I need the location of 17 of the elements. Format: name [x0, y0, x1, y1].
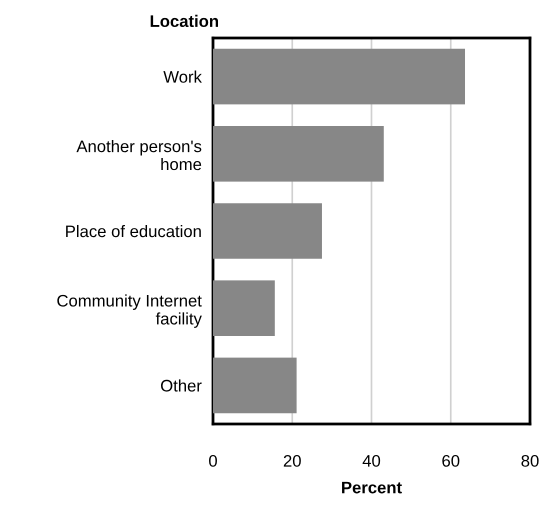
y-tick-label: Another person's home [76, 140, 202, 170]
y-tick-label: Place of education [66, 224, 201, 238]
bar [213, 203, 322, 259]
x-tick-label: 40 [362, 454, 380, 467]
x-tick-label: 60 [442, 454, 460, 467]
bar [213, 48, 466, 104]
y-tick-label: Work [163, 70, 202, 83]
bar [213, 280, 275, 336]
x-axis-title: Percent [342, 482, 402, 494]
bar [213, 358, 297, 414]
chart-title: Location [150, 14, 218, 28]
y-tick-label: Community Internet facility [57, 294, 202, 328]
x-tick-label: 0 [209, 454, 217, 467]
bar [213, 126, 384, 182]
x-tick-label: 20 [284, 454, 301, 467]
x-tick-label: 80 [521, 454, 539, 467]
y-tick-label: Other [161, 379, 202, 392]
